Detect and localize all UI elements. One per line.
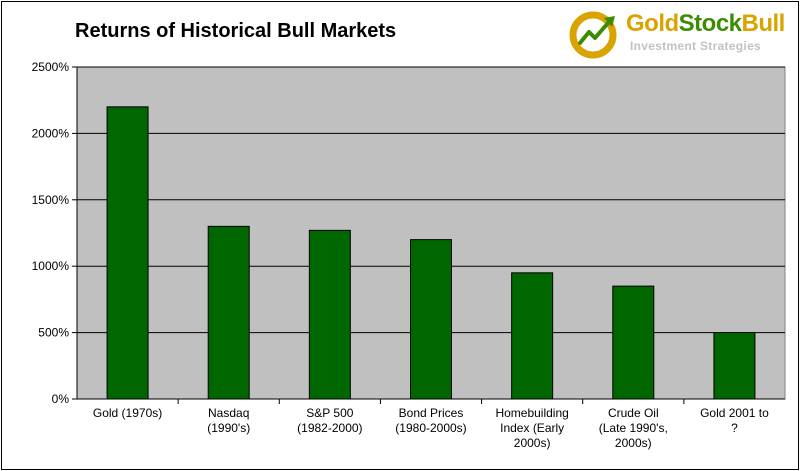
x-tick-label-line: Crude Oil: [608, 406, 659, 420]
x-tick-label: Bond Prices (1980-2000s): [395, 406, 466, 435]
x-tick-label-line: Index (Early: [500, 421, 564, 435]
y-tick-label: 1000%: [32, 259, 70, 273]
x-tick-label-line: S&P 500: [306, 406, 353, 420]
x-tick-label-line: 2000s): [514, 436, 551, 450]
y-tick-label: 500%: [38, 326, 69, 340]
bar: [511, 272, 554, 400]
x-tick-label-line: (Late 1990's,: [599, 421, 668, 435]
x-tick-label: Crude Oil (Late 1990's, 2000s): [599, 406, 668, 450]
bar: [308, 229, 351, 400]
bar: [713, 332, 756, 400]
x-tick-label-line: Homebuilding: [495, 406, 568, 420]
logo-word-stock: Stock: [678, 10, 742, 37]
y-tick-label: 0%: [52, 392, 70, 406]
x-tick-label: Gold (1970s): [93, 406, 162, 420]
chart-title: Returns of Historical Bull Markets: [75, 20, 397, 42]
x-tick-label: Nasdaq (1990's): [207, 406, 250, 435]
bars: [106, 106, 756, 400]
x-tick-label-line: (1982-2000): [297, 421, 362, 435]
x-tick-label-line: Bond Prices: [399, 406, 464, 420]
bar: [207, 225, 250, 400]
x-tick-label-line: (1990's): [207, 421, 250, 435]
x-tick-label: Gold 2001 to?: [700, 406, 769, 435]
logo-wordmark: GoldStockBull: [626, 10, 785, 38]
y-axis-ticks: 0% 500% 1000% 1500% 2000% 2500%: [32, 60, 77, 406]
logo-word-gold: Gold: [626, 10, 679, 37]
x-tick-label-line: ?: [731, 421, 738, 435]
bar: [410, 239, 452, 400]
gold-coin-arrow-icon: [569, 11, 617, 59]
x-tick-label-line: Nasdaq: [208, 406, 249, 420]
x-axis-ticks: Gold (1970s) Nasdaq (1990's) S&P 500 (1982-2…: [93, 399, 769, 450]
x-tick-label-line: (1980-2000s): [395, 421, 466, 435]
x-tick-label: S&P 500 (1982-2000): [297, 406, 362, 435]
x-tick-label-line: Gold 2001 to: [700, 406, 769, 420]
x-tick-label-line: 2000s): [615, 436, 652, 450]
bar: [612, 285, 655, 400]
logo: GoldStockBull Investment Strategies: [568, 8, 793, 60]
y-tick-label: 1500%: [32, 193, 70, 207]
y-tick-label: 2500%: [32, 60, 70, 74]
logo-word-bull: Bull: [741, 10, 786, 37]
logo-tagline: Investment Strategies: [630, 39, 762, 53]
bar: [106, 106, 149, 400]
x-tick-label: Homebuilding Index (Early 2000s): [495, 406, 568, 450]
y-tick-label: 2000%: [32, 126, 70, 140]
x-tick-label-line: Gold (1970s): [93, 406, 162, 420]
